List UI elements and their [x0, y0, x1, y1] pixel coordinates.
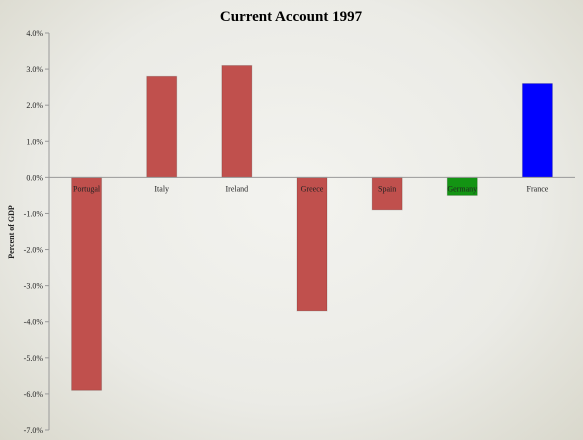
bar-italy	[146, 75, 178, 178]
y-tick-label: -4.0%	[24, 318, 44, 327]
y-tick-label: 4.0%	[26, 29, 43, 38]
y-tick-label: 0.0%	[26, 173, 43, 182]
x-tick-label: Spain	[378, 184, 396, 193]
y-tick-label: -7.0%	[24, 426, 44, 435]
x-tick-label: Ireland	[226, 184, 249, 193]
chart-title: Current Account 1997	[220, 9, 363, 25]
bar-ireland	[221, 64, 253, 178]
y-tick-label: -3.0%	[24, 282, 44, 291]
y-tick-label: -5.0%	[24, 354, 44, 363]
x-tick-label: Germany	[447, 184, 477, 193]
y-tick-label: 1.0%	[26, 137, 43, 146]
y-tick-label: 2.0%	[26, 101, 43, 110]
bar-spain	[371, 176, 403, 211]
y-tick-label: -2.0%	[24, 246, 44, 255]
y-tick-label: -1.0%	[24, 209, 44, 218]
bar-greece	[296, 176, 328, 312]
x-tick-label: Portugal	[73, 184, 101, 193]
y-tick-label: -6.0%	[24, 390, 44, 399]
x-tick-label: France	[527, 184, 549, 193]
y-tick-label: 3.0%	[26, 65, 43, 74]
x-tick-label: Italy	[154, 184, 169, 193]
y-axis-label: Percent of GDP	[7, 205, 16, 259]
bar-portugal	[71, 176, 103, 391]
bar-france	[521, 83, 553, 178]
x-tick-label: Greece	[301, 184, 324, 193]
